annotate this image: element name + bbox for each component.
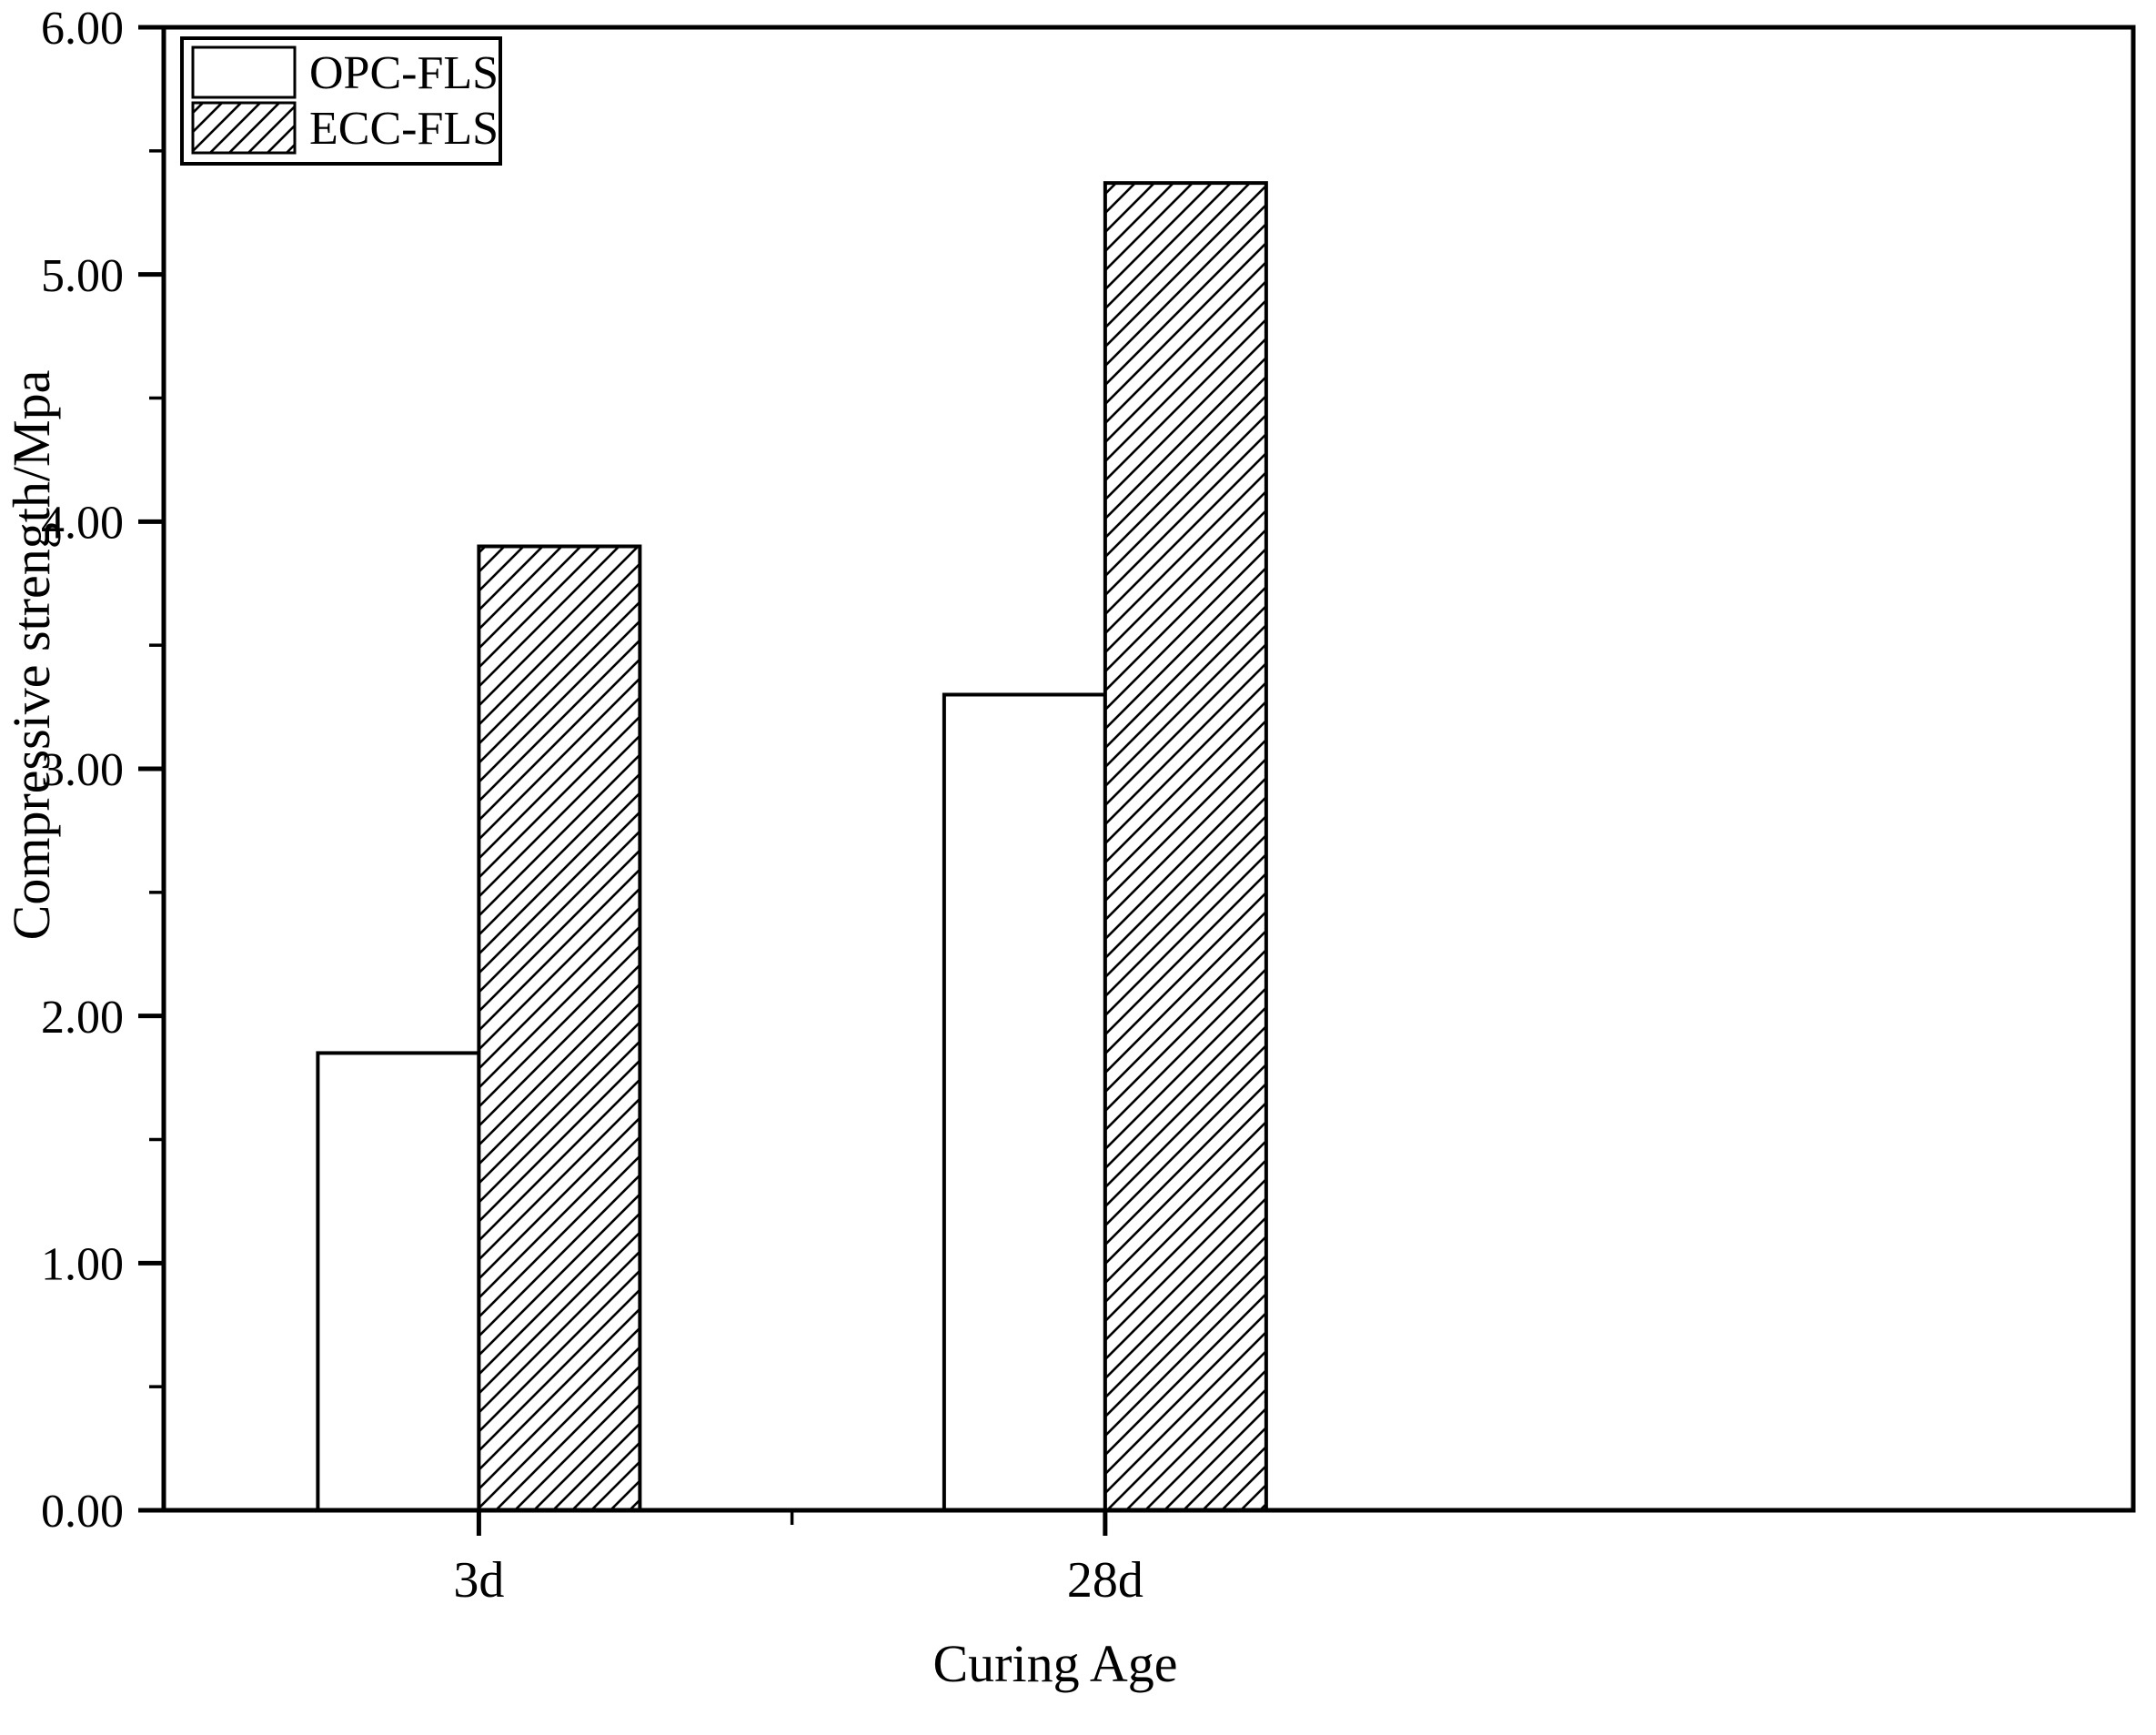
y-axis-title: Compressive strength/Mpa xyxy=(2,370,61,941)
x-tick-label: 28d xyxy=(1067,1552,1143,1609)
y-tick-label: 4.00 xyxy=(41,498,124,550)
bars-layer xyxy=(316,181,1268,1512)
x-tick-label: 3d xyxy=(453,1552,504,1609)
y-tick-label: 6.00 xyxy=(41,3,124,55)
y-tick-label: 0.00 xyxy=(41,1486,124,1538)
bar-ECC-FLS-3d xyxy=(477,544,642,1512)
y-tick-label: 5.00 xyxy=(41,250,124,302)
legend-swatch-ecc xyxy=(191,101,297,155)
ticks-layer: 0.00 1.00 2.00 3.00 4.00 5.00 6.00 3d 28d xyxy=(41,3,1143,1609)
x-axis-title: Curing Age xyxy=(932,1634,1177,1693)
y-tick-label: 1.00 xyxy=(41,1239,124,1291)
y-tick-label: 2.00 xyxy=(41,992,124,1044)
legend-label-opc: OPC-FLS xyxy=(309,47,499,99)
legend-label-ecc: ECC-FLS xyxy=(309,103,499,155)
bar-ECC-FLS-28d xyxy=(1103,181,1268,1512)
bar-OPC-FLS-3d xyxy=(316,1051,481,1512)
legend-swatch-opc xyxy=(191,45,297,99)
legend: OPC-FLS ECC-FLS xyxy=(180,36,502,166)
bar-OPC-FLS-28d xyxy=(942,692,1107,1512)
y-tick-label: 3.00 xyxy=(41,744,124,796)
